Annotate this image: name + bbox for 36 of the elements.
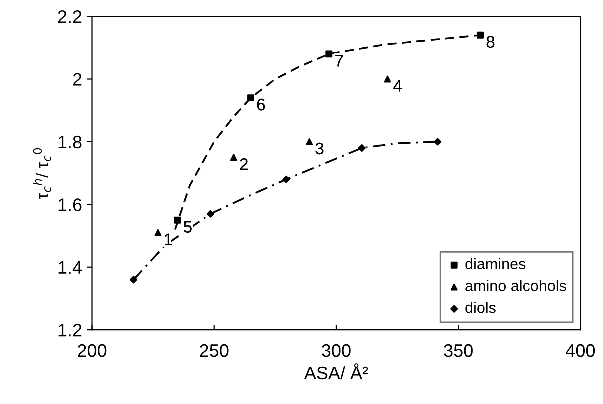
point — [306, 138, 314, 146]
x-tick-label: 300 — [322, 344, 351, 358]
point — [174, 216, 182, 224]
y-tick-label: 1.4 — [58, 261, 82, 274]
annotation: 3 — [316, 142, 324, 155]
point — [248, 94, 254, 102]
y-tick-label: 1.2 — [58, 324, 82, 337]
point — [358, 144, 366, 152]
y-tick-label: 2 — [73, 73, 82, 86]
annotation: 6 — [257, 98, 266, 111]
point — [154, 229, 162, 236]
y-tick-label: 1.6 — [58, 198, 82, 212]
x-tick-label: 350 — [444, 344, 473, 358]
legend-label: diols — [466, 302, 496, 314]
y-tick-label: 2.2 — [58, 10, 82, 24]
annotation: 7 — [336, 55, 344, 67]
point — [326, 50, 333, 58]
point — [230, 154, 238, 162]
point — [206, 210, 215, 218]
point — [434, 138, 442, 146]
x-tick-label: 250 — [200, 344, 229, 358]
point — [384, 76, 392, 83]
x-tick-label: 400 — [566, 344, 596, 358]
x-axis-title: ASA/ Å² — [304, 364, 368, 380]
annotation: 2 — [240, 158, 248, 170]
annotation: 5 — [184, 221, 192, 234]
annotation: 8 — [486, 36, 495, 48]
point — [282, 176, 290, 184]
legend-label: amino alcohols — [466, 280, 566, 292]
y-tick-label: 1.8 — [58, 136, 82, 149]
annotation: 4 — [394, 80, 402, 92]
legend-label: diamines — [466, 258, 526, 270]
y-axis-title: τ$_{c}$$^{h}$/ τ$_{c}$$^{0}$ — [33, 148, 52, 200]
point — [130, 276, 138, 284]
point — [477, 32, 484, 39]
x-tick-label: 200 — [78, 344, 107, 358]
